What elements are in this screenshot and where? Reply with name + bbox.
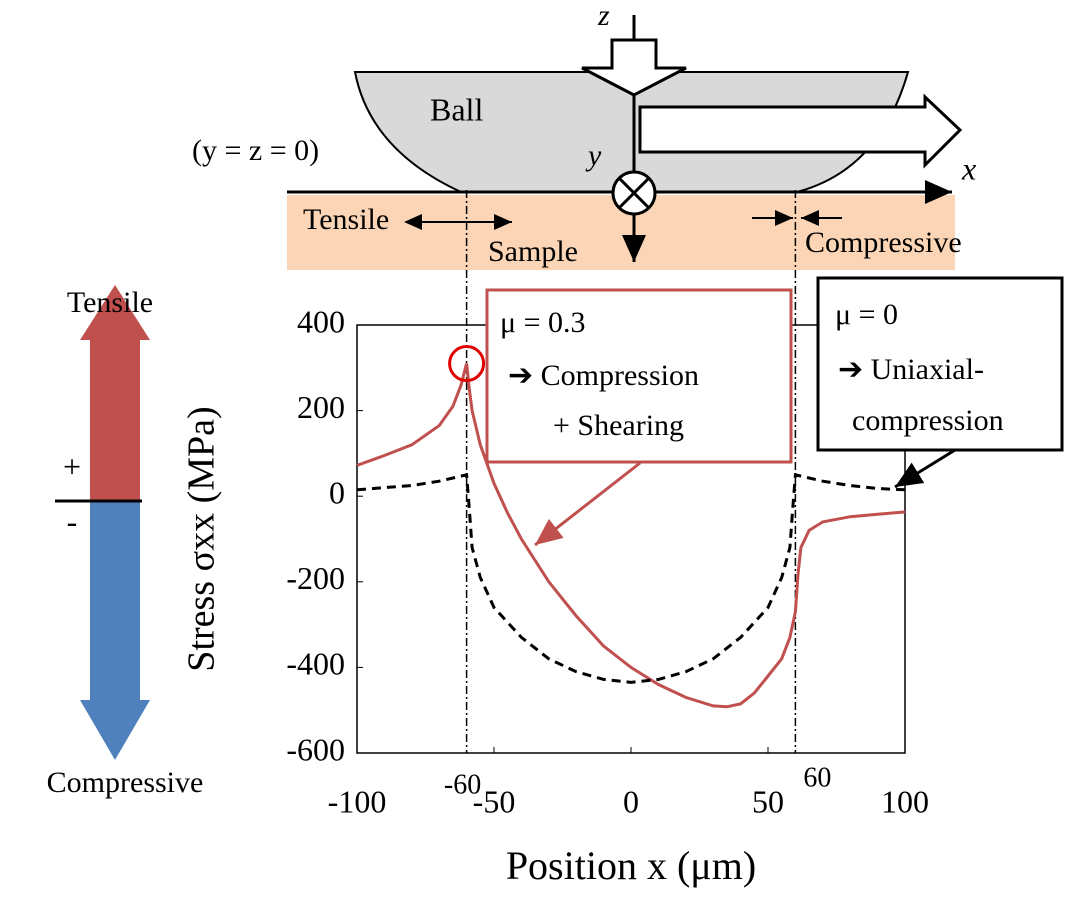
callout-text: ➔ Compression bbox=[508, 359, 699, 392]
callout-text: ➔ Uniaxial- bbox=[838, 353, 984, 386]
slide-arrow bbox=[638, 93, 963, 169]
y-axis-cross bbox=[617, 176, 651, 210]
callout-title: μ = 0.3 bbox=[500, 306, 586, 339]
load-arrow bbox=[581, 38, 687, 97]
tensile-side-arrow bbox=[80, 285, 150, 500]
sample-label: Sample bbox=[488, 235, 578, 268]
compressive-side-arrow bbox=[80, 500, 150, 760]
x-tick-label: -50 bbox=[473, 783, 516, 819]
x-tick-label: 100 bbox=[881, 783, 929, 819]
callout-box bbox=[816, 276, 1064, 452]
callout-arrow bbox=[894, 448, 956, 489]
series-line bbox=[356, 363, 906, 709]
callout-arrow bbox=[534, 461, 641, 547]
peak-highlight bbox=[448, 345, 486, 383]
y-tick-label: -400 bbox=[286, 646, 345, 682]
tensile-side-label: Tensile bbox=[67, 286, 153, 319]
y-tick-label: 200 bbox=[297, 389, 345, 425]
y-label: y bbox=[585, 139, 602, 172]
x-axis-title: Position x (μm) bbox=[506, 843, 756, 888]
callout-box bbox=[485, 288, 793, 464]
x-tick-label: -100 bbox=[328, 783, 387, 819]
y-tick-label: -200 bbox=[286, 560, 345, 596]
y-axis-title: Stress σxx (MPa) bbox=[181, 406, 223, 671]
series-line bbox=[356, 472, 906, 684]
minus-label: - bbox=[67, 503, 78, 539]
x-tick-label: 0 bbox=[623, 783, 639, 819]
boundary-label: -60 bbox=[444, 769, 481, 800]
plot: 400 200 0 -200 -400 -600 -100 -50 0 50 100 Position… bbox=[181, 190, 929, 888]
callout-text: compression bbox=[852, 404, 1004, 437]
plus-label: + bbox=[63, 448, 81, 484]
x-label: x bbox=[961, 150, 976, 186]
y-tick-label: 0 bbox=[329, 475, 345, 511]
origin-label: (y = z = 0) bbox=[192, 134, 319, 167]
callout-title: μ = 0 bbox=[835, 298, 898, 331]
boundary-label: 60 bbox=[803, 762, 831, 793]
callout-text: + Shearing bbox=[553, 409, 684, 442]
z-label: z bbox=[597, 0, 610, 32]
compressive-label: Compressive bbox=[805, 226, 962, 259]
ball-label: Ball bbox=[430, 91, 483, 127]
x-tick-label: 50 bbox=[752, 783, 784, 819]
compressive-side-label: Compressive bbox=[47, 766, 204, 799]
y-tick-label: 400 bbox=[297, 303, 345, 339]
y-tick-label: -600 bbox=[286, 731, 345, 767]
tensile-label: Tensile bbox=[303, 203, 389, 236]
